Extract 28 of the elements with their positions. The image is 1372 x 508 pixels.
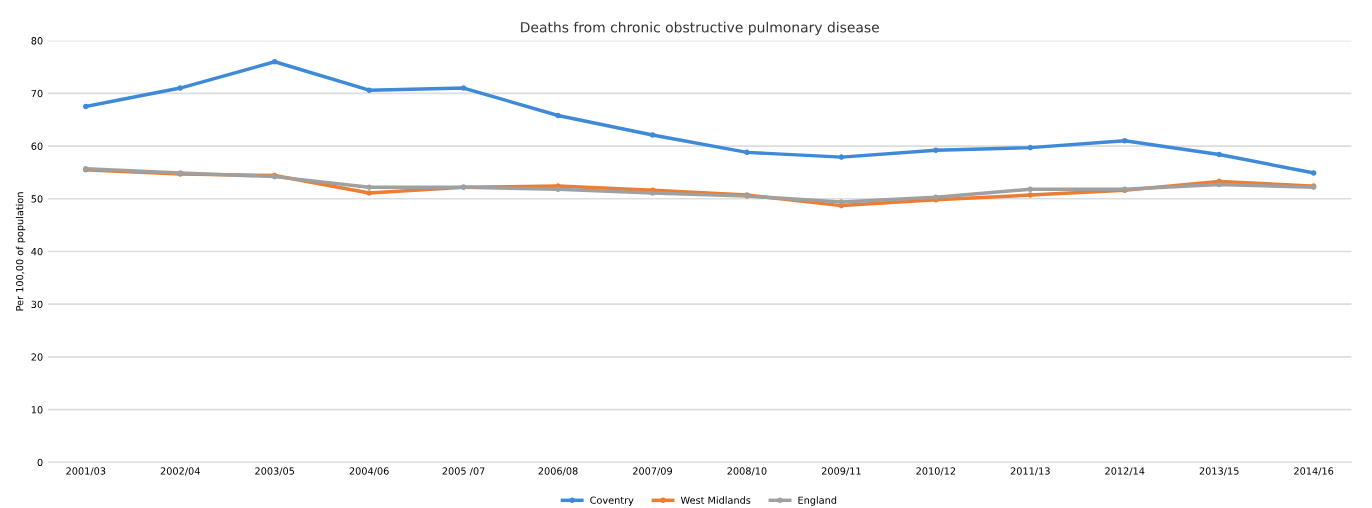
x-tick-label: 2003/05	[255, 467, 295, 476]
x-tick-label: 2012/14	[1105, 467, 1145, 476]
x-tick-label: 2009/11	[821, 467, 861, 476]
y-tick-label: 50	[31, 195, 43, 203]
y-tick-label: 80	[31, 37, 43, 45]
y-tick-label: 10	[31, 406, 43, 414]
x-tick-label: 2002/04	[160, 467, 200, 476]
x-tick-label: 2001/03	[66, 467, 106, 476]
legend-label: West Midlands	[680, 496, 751, 504]
y-tick-label: 60	[31, 142, 43, 150]
y-tick-label: 0	[37, 458, 43, 467]
y-axis-title: Per 100,00 of population	[15, 192, 26, 311]
x-tick-label: 2005 /07	[442, 467, 485, 476]
x-tick-label: 2004/06	[349, 467, 389, 476]
x-tick-label: 2013/15	[1199, 467, 1239, 476]
x-tick-label: 2014/16	[1294, 467, 1334, 476]
x-tick-label: 2006/08	[538, 467, 578, 476]
chart-title: Deaths from chronic obstructive pulmonary disease	[521, 21, 879, 36]
y-tick-label: 70	[31, 89, 43, 98]
legend-label: England	[798, 496, 837, 506]
y-tick-label: 20	[31, 353, 43, 361]
x-tick-label: 2008/10	[727, 467, 767, 476]
x-tick-label: 2011/13	[1010, 467, 1050, 476]
x-tick-label: 2007/09	[633, 467, 673, 476]
y-tick-label: 30	[31, 300, 43, 308]
x-tick-label: 2010/12	[916, 467, 956, 476]
legend-label: Coventry	[590, 496, 634, 506]
y-tick-label: 40	[31, 247, 43, 256]
